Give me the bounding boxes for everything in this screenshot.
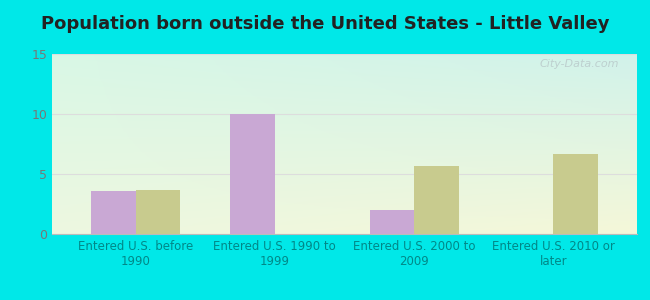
Text: City-Data.com: City-Data.com [540, 59, 619, 69]
Bar [370, 210, 414, 234]
Bar [414, 166, 459, 234]
Bar [136, 190, 180, 234]
Bar [91, 191, 136, 234]
Bar [553, 154, 598, 234]
Text: Population born outside the United States - Little Valley: Population born outside the United State… [41, 15, 609, 33]
Bar [230, 114, 275, 234]
